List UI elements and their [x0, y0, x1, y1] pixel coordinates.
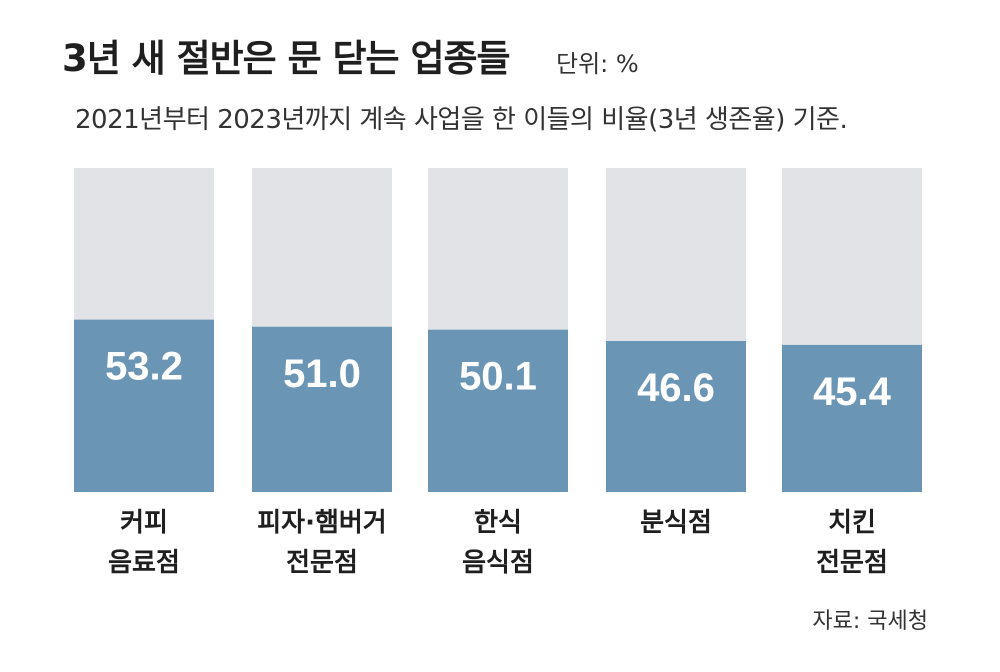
bar-1 — [252, 326, 392, 492]
bar-4 — [782, 344, 922, 492]
category-label-1-line-0: 피자·햄버거 — [257, 508, 386, 538]
category-label-0-line-0: 커피 — [120, 508, 168, 538]
category-label-1-line-1: 전문점 — [286, 548, 358, 578]
source-note: 자료: 국세청 — [812, 609, 928, 634]
category-label-4-line-0: 치킨 — [828, 508, 876, 538]
data-label-4: 45.4 — [813, 370, 892, 414]
bar-2 — [428, 329, 568, 492]
data-label-2: 50.1 — [459, 355, 537, 399]
chart-subtitle: 2021년부터 2023년까지 계속 사업을 한 이들의 비율(3년 생존율) … — [75, 105, 848, 135]
data-label-0: 53.2 — [105, 345, 183, 389]
data-label-1: 51.0 — [283, 352, 361, 396]
bar-3 — [606, 341, 746, 492]
category-label-0-line-1: 음료점 — [108, 548, 180, 578]
category-label-2-line-0: 한식 — [474, 508, 522, 538]
category-label-4-line-1: 전문점 — [816, 548, 888, 578]
category-label-3-line-0: 분식점 — [640, 508, 712, 538]
chart-title: 3년 새 절반은 문 닫는 업종들 — [62, 37, 511, 80]
data-label-3: 46.6 — [637, 366, 715, 410]
bar-0 — [74, 319, 214, 492]
unit-label: 단위: % — [556, 50, 639, 78]
category-label-2-line-1: 음식점 — [462, 548, 534, 578]
